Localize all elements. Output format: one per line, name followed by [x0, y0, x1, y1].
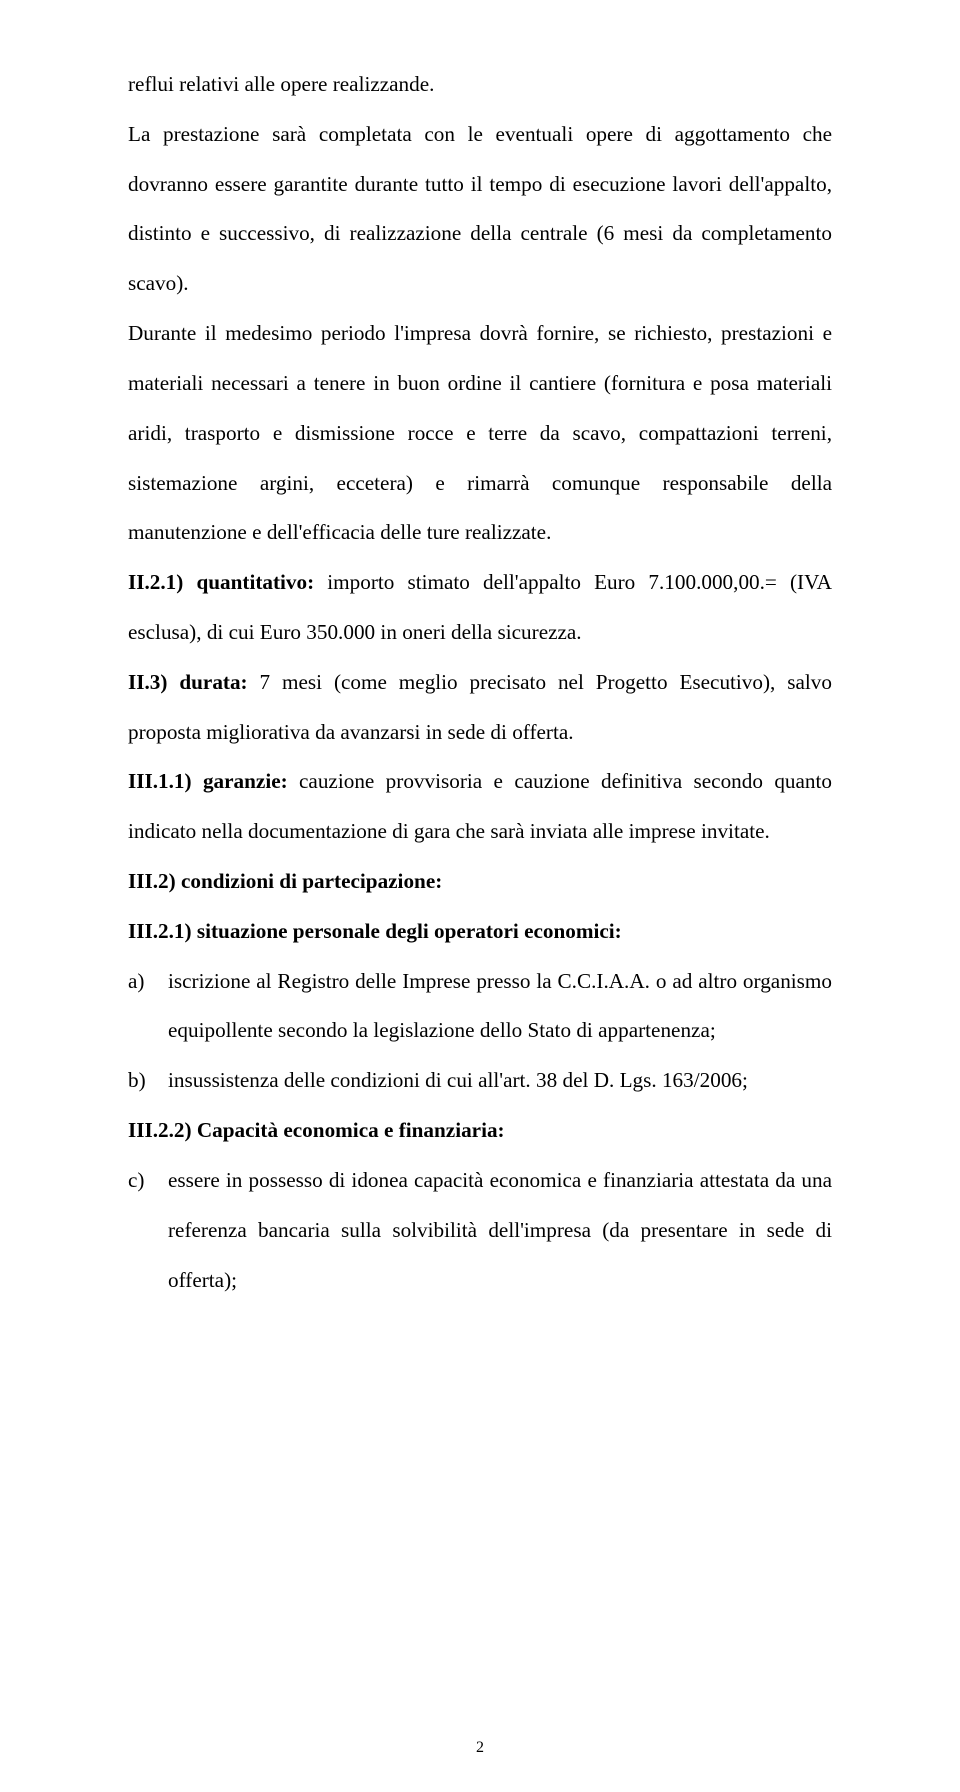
section-heading: III.2) condizioni di partecipazione: [128, 857, 832, 907]
list-label: b) [128, 1056, 168, 1106]
list-label: a) [128, 957, 168, 1057]
list-item: b) insussistenza delle condizioni di cui… [128, 1056, 832, 1106]
list-body: insussistenza delle condizioni di cui al… [168, 1056, 832, 1106]
document-page: reflui relativi alle opere realizzande. … [0, 0, 960, 1792]
body-paragraph: La prestazione sarà completata con le ev… [128, 110, 832, 309]
section-label: II.3) durata: [128, 670, 260, 694]
list-body: iscrizione al Registro delle Imprese pre… [168, 957, 832, 1057]
section-label: III.1.1) garanzie: [128, 769, 299, 793]
list-label: c) [128, 1156, 168, 1305]
body-paragraph: Durante il medesimo periodo l'impresa do… [128, 309, 832, 558]
body-paragraph: reflui relativi alle opere realizzande. [128, 60, 832, 110]
section-label: II.2.1) quantitativo: [128, 570, 327, 594]
body-paragraph: II.3) durata: 7 mesi (come meglio precis… [128, 658, 832, 758]
body-paragraph: II.2.1) quantitativo: importo stimato de… [128, 558, 832, 658]
section-heading: III.2.2) Capacità economica e finanziari… [128, 1106, 832, 1156]
page-number: 2 [0, 1740, 960, 1756]
list-body: essere in possesso di idonea capacità ec… [168, 1156, 832, 1305]
body-paragraph: III.1.1) garanzie: cauzione provvisoria … [128, 757, 832, 857]
list-item: c) essere in possesso di idonea capacità… [128, 1156, 832, 1305]
section-heading: III.2.1) situazione personale degli oper… [128, 907, 832, 957]
list-item: a) iscrizione al Registro delle Imprese … [128, 957, 832, 1057]
